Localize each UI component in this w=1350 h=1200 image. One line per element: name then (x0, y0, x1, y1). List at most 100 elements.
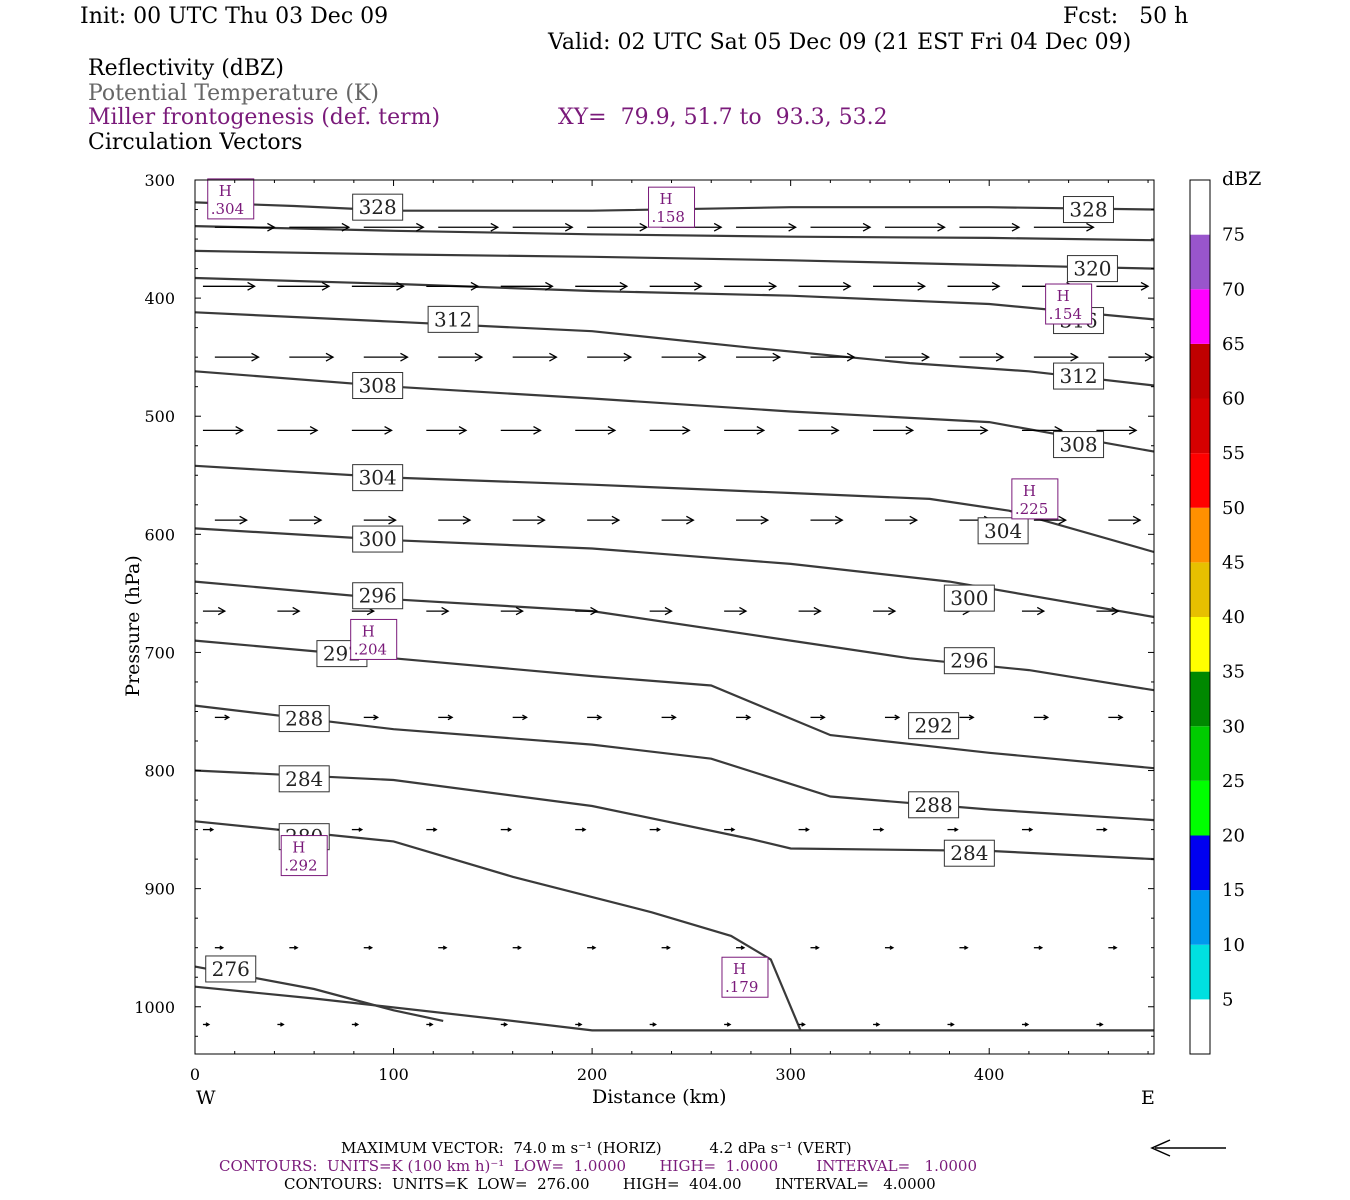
circulation-vector (810, 222, 872, 232)
circulation-vector (426, 606, 450, 616)
theta-label: 312 (427, 305, 479, 333)
circulation-vector (884, 352, 930, 362)
theta-label-text: 284 (285, 767, 323, 791)
circulation-vector (438, 352, 484, 362)
circulation-vector (884, 945, 895, 950)
colorbar-tick-label: 60 (1222, 389, 1245, 410)
colorbar-segment (1190, 999, 1210, 1054)
circulation-vector (1033, 945, 1044, 950)
theta-label: 292 (908, 712, 960, 740)
fronto-high-value: .292 (284, 857, 317, 875)
fronto-high-value: .158 (652, 208, 685, 226)
circulation-vector (873, 1022, 881, 1027)
field-reflectivity: Reflectivity (dBZ) (88, 56, 284, 81)
colorbar: 5 10 15 20 25 30 35 40 45 50 55 60 65 70 75 (1189, 179, 1245, 1055)
circulation-vector (500, 606, 524, 616)
circulation-vector (214, 222, 276, 232)
circulation-vector (289, 222, 351, 232)
theta-label-text: 296 (950, 649, 988, 673)
circulation-vector (500, 281, 554, 291)
colorbar-segment (1190, 835, 1210, 891)
theta-label: 300 (943, 584, 995, 612)
circulation-vector (1021, 827, 1034, 832)
circulation-vector (798, 425, 840, 435)
circulation-vector (884, 222, 946, 232)
theta-contour-288 (194, 704, 1155, 822)
circulation-vector (724, 1022, 732, 1027)
circulation-vector (587, 945, 597, 950)
y-tick-label: 400 (144, 289, 175, 308)
circulation-vector (649, 281, 703, 291)
circulation-vector (202, 1022, 211, 1027)
circulation-vector (959, 945, 969, 950)
colorbar-tick-label: 70 (1222, 279, 1245, 300)
circulation-vector (724, 281, 778, 291)
circulation-vector (1096, 606, 1120, 616)
circulation-vector (500, 425, 542, 435)
circulation-vector (1021, 1022, 1030, 1027)
circulation-vector (947, 1022, 955, 1027)
theta-label-text: 288 (915, 793, 953, 817)
circulation-vector (363, 714, 380, 721)
fronto-high: H.225 (1011, 478, 1059, 520)
theta-label-text: 284 (950, 841, 988, 865)
theta-contour-324 (194, 225, 1155, 242)
colorbar-tick-label: 55 (1222, 443, 1245, 464)
theta-label: 284 (943, 839, 995, 867)
circulation-vector (959, 352, 1005, 362)
theta-label: 304 (352, 464, 404, 492)
circulation-vector (736, 515, 770, 525)
valid-time: Valid: 02 UTC Sat 05 Dec 09 (21 EST Fri … (548, 30, 1132, 55)
theta-contour-320 (194, 249, 1155, 270)
circulation-vector (426, 827, 438, 832)
circulation-vector (798, 606, 822, 616)
fronto-high-value: .154 (1049, 305, 1082, 323)
y-tick-label: 500 (144, 407, 175, 426)
colorbar-frame (1189, 179, 1211, 1055)
colorbar-segment (1190, 617, 1210, 672)
colorbar-tick-label: 50 (1222, 498, 1245, 519)
fronto-high: H.158 (648, 186, 696, 228)
colorbar-tick-label: 40 (1222, 607, 1245, 628)
circulation-vector (873, 606, 897, 616)
colorbar-tick-label: 30 (1222, 716, 1245, 737)
y-axis-title: Pressure (hPa) (121, 555, 144, 697)
y-tick-label: 900 (144, 880, 175, 899)
circulation-vector (873, 827, 885, 832)
theta-label: 328 (352, 193, 404, 221)
colorbar-tick-label: 75 (1222, 225, 1245, 246)
circulation-vector (512, 945, 522, 950)
fronto-high-letter: H (219, 182, 232, 200)
colorbar-segment (1190, 944, 1210, 1000)
circulation-vector (873, 425, 915, 435)
circulation-vector (724, 827, 736, 832)
init-time: Init: 00 UTC Thu 03 Dec 09 (80, 4, 389, 29)
theta-label-text: 276 (212, 957, 250, 981)
circulation-vector (947, 827, 959, 832)
theta-label: 296 (352, 582, 404, 610)
colorbar-tick-label: 10 (1222, 935, 1245, 956)
theta-label: 304 (977, 517, 1029, 545)
colorbar-segment (1190, 453, 1210, 508)
theta-label-text: 288 (285, 707, 323, 731)
circulation-vector (884, 515, 919, 525)
circulation-vector (661, 945, 671, 950)
circulation-vector (1108, 945, 1118, 950)
circulation-vector (202, 606, 227, 616)
circulation-vector (724, 425, 766, 435)
circulation-vector (426, 281, 480, 291)
theta-label: 284 (278, 765, 330, 793)
theta-label: 276 (205, 955, 257, 983)
theta-label: 288 (278, 705, 330, 733)
circulation-vector (512, 222, 574, 232)
circulation-vector (500, 1022, 509, 1027)
circulation-vector (884, 714, 901, 721)
y-tick-label: 700 (144, 643, 175, 662)
circulation-vector (202, 827, 215, 832)
theta-label: 328 (1062, 196, 1114, 224)
fronto-high-value: .304 (211, 200, 244, 218)
circulation-vector (810, 515, 844, 525)
circulation-vector (289, 515, 323, 525)
theta-label-text: 320 (1073, 257, 1111, 281)
circulation-vector (798, 1022, 806, 1027)
